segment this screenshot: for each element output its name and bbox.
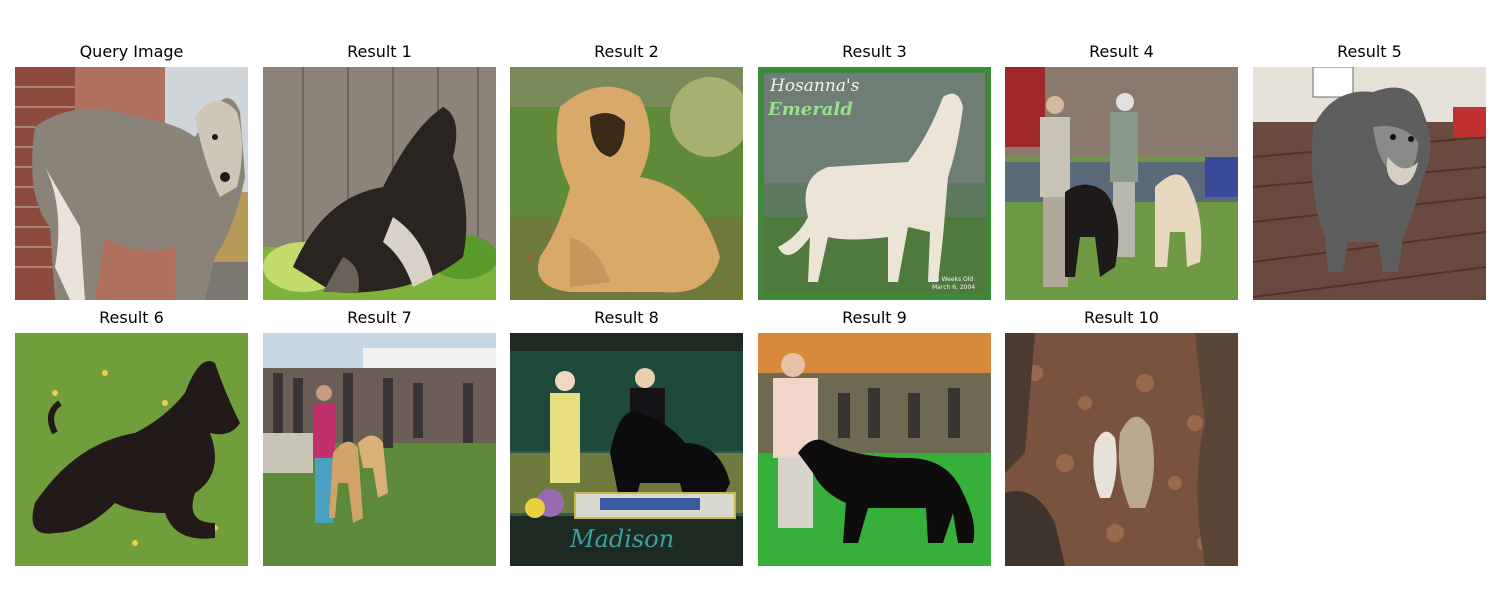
panel-query: Query Image bbox=[15, 41, 248, 301]
panel-result-6: Result 6 bbox=[15, 307, 248, 567]
result-3-image: Hosanna's Emerald 25 Weeks Old March 6, … bbox=[758, 67, 991, 300]
panel-title: Query Image bbox=[79, 42, 184, 61]
panel-result-5: Result 5 bbox=[1253, 41, 1486, 301]
result-5-image bbox=[1253, 67, 1486, 300]
panel-result-1: Result 1 bbox=[263, 41, 496, 301]
query-image bbox=[15, 67, 248, 300]
panel-title: Result 2 bbox=[594, 42, 659, 61]
panel-title: Result 1 bbox=[347, 42, 412, 61]
result-4-image bbox=[1005, 67, 1238, 300]
result-2-image bbox=[510, 67, 743, 300]
result-6-image bbox=[15, 333, 248, 566]
panel-title: Result 3 bbox=[842, 42, 907, 61]
panel-title: Result 5 bbox=[1337, 42, 1402, 61]
result-8-image: Madison bbox=[510, 333, 743, 566]
panel-result-9: Result 9 bbox=[758, 307, 991, 567]
image-text-caption1: 25 Weeks Old bbox=[932, 276, 973, 283]
panel-title: Result 10 bbox=[1084, 308, 1159, 327]
result-7-image bbox=[263, 333, 496, 566]
panel-title: Result 7 bbox=[347, 308, 412, 327]
panel-result-3: Result 3 Hosanna's Emerald 25 Weeks Old … bbox=[758, 41, 991, 301]
panel-result-8: Result 8 Madison bbox=[510, 307, 743, 567]
panel-result-2: Result 2 bbox=[510, 41, 743, 301]
image-text-line1: Hosanna's bbox=[769, 76, 860, 96]
panel-title: Result 4 bbox=[1089, 42, 1154, 61]
image-text-signature: Madison bbox=[569, 525, 674, 553]
panel-title: Result 6 bbox=[99, 308, 164, 327]
image-text-caption2: March 6, 2004 bbox=[932, 284, 975, 291]
image-text-line2: Emerald bbox=[767, 99, 853, 120]
result-1-image bbox=[263, 67, 496, 300]
panel-title: Result 9 bbox=[842, 308, 907, 327]
panel-result-4: Result 4 bbox=[1005, 41, 1238, 301]
panel-result-7: Result 7 bbox=[263, 307, 496, 567]
panel-title: Result 8 bbox=[594, 308, 659, 327]
result-9-image bbox=[758, 333, 991, 566]
result-10-image bbox=[1005, 333, 1238, 566]
panel-result-10: Result 10 bbox=[1005, 307, 1238, 567]
